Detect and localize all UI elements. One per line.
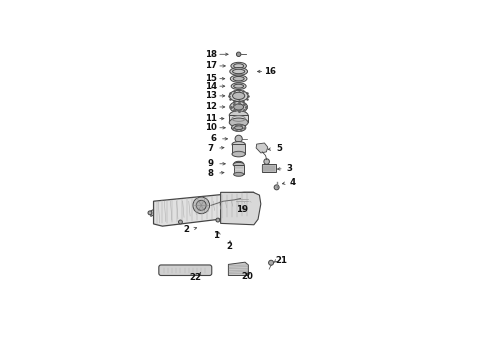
Text: 5: 5 — [276, 144, 282, 153]
Polygon shape — [153, 192, 254, 226]
Text: 6: 6 — [211, 134, 217, 143]
Ellipse shape — [230, 75, 247, 82]
Ellipse shape — [235, 126, 243, 130]
Text: 2: 2 — [184, 225, 190, 234]
Text: 10: 10 — [205, 123, 217, 132]
Circle shape — [235, 135, 242, 143]
Polygon shape — [151, 210, 153, 216]
Text: 4: 4 — [290, 178, 296, 187]
Circle shape — [269, 260, 273, 265]
Circle shape — [264, 159, 270, 164]
Ellipse shape — [229, 118, 248, 127]
Text: 19: 19 — [236, 205, 248, 214]
Text: 1: 1 — [214, 231, 220, 240]
Bar — [229, 115, 248, 122]
Circle shape — [274, 185, 279, 190]
Text: 9: 9 — [208, 159, 214, 168]
Text: 12: 12 — [205, 103, 217, 112]
Ellipse shape — [233, 76, 244, 81]
Text: 13: 13 — [205, 91, 217, 100]
Ellipse shape — [230, 102, 247, 112]
Polygon shape — [256, 143, 268, 153]
Text: 3: 3 — [287, 164, 293, 173]
Bar — [262, 164, 275, 172]
Text: 15: 15 — [205, 74, 217, 83]
Bar — [234, 165, 244, 174]
Text: 2: 2 — [226, 242, 232, 251]
Ellipse shape — [229, 111, 248, 120]
Circle shape — [193, 197, 210, 214]
Polygon shape — [220, 192, 261, 225]
Ellipse shape — [231, 83, 246, 90]
FancyBboxPatch shape — [159, 265, 212, 275]
Text: 7: 7 — [208, 144, 214, 153]
Text: 16: 16 — [265, 67, 276, 76]
Polygon shape — [235, 195, 250, 207]
Ellipse shape — [232, 151, 245, 157]
Circle shape — [237, 162, 240, 166]
Ellipse shape — [232, 141, 245, 147]
Text: 8: 8 — [208, 169, 214, 178]
Ellipse shape — [233, 162, 244, 167]
Polygon shape — [228, 262, 248, 275]
Circle shape — [178, 220, 182, 224]
Text: 21: 21 — [275, 256, 287, 265]
Ellipse shape — [229, 90, 248, 102]
Ellipse shape — [231, 124, 246, 131]
Ellipse shape — [233, 92, 245, 99]
Bar — [232, 144, 245, 154]
Ellipse shape — [234, 172, 244, 176]
Text: 18: 18 — [205, 50, 217, 59]
Text: 22: 22 — [189, 273, 201, 282]
Text: 17: 17 — [205, 62, 217, 71]
Circle shape — [196, 201, 206, 210]
Text: 14: 14 — [205, 82, 217, 91]
Ellipse shape — [234, 84, 244, 88]
Circle shape — [237, 52, 241, 57]
Text: 11: 11 — [205, 114, 217, 123]
Circle shape — [216, 218, 220, 222]
Text: 20: 20 — [242, 272, 254, 281]
Circle shape — [148, 211, 152, 215]
Ellipse shape — [234, 161, 244, 166]
Ellipse shape — [234, 104, 244, 110]
Ellipse shape — [230, 68, 247, 75]
Ellipse shape — [231, 62, 246, 69]
